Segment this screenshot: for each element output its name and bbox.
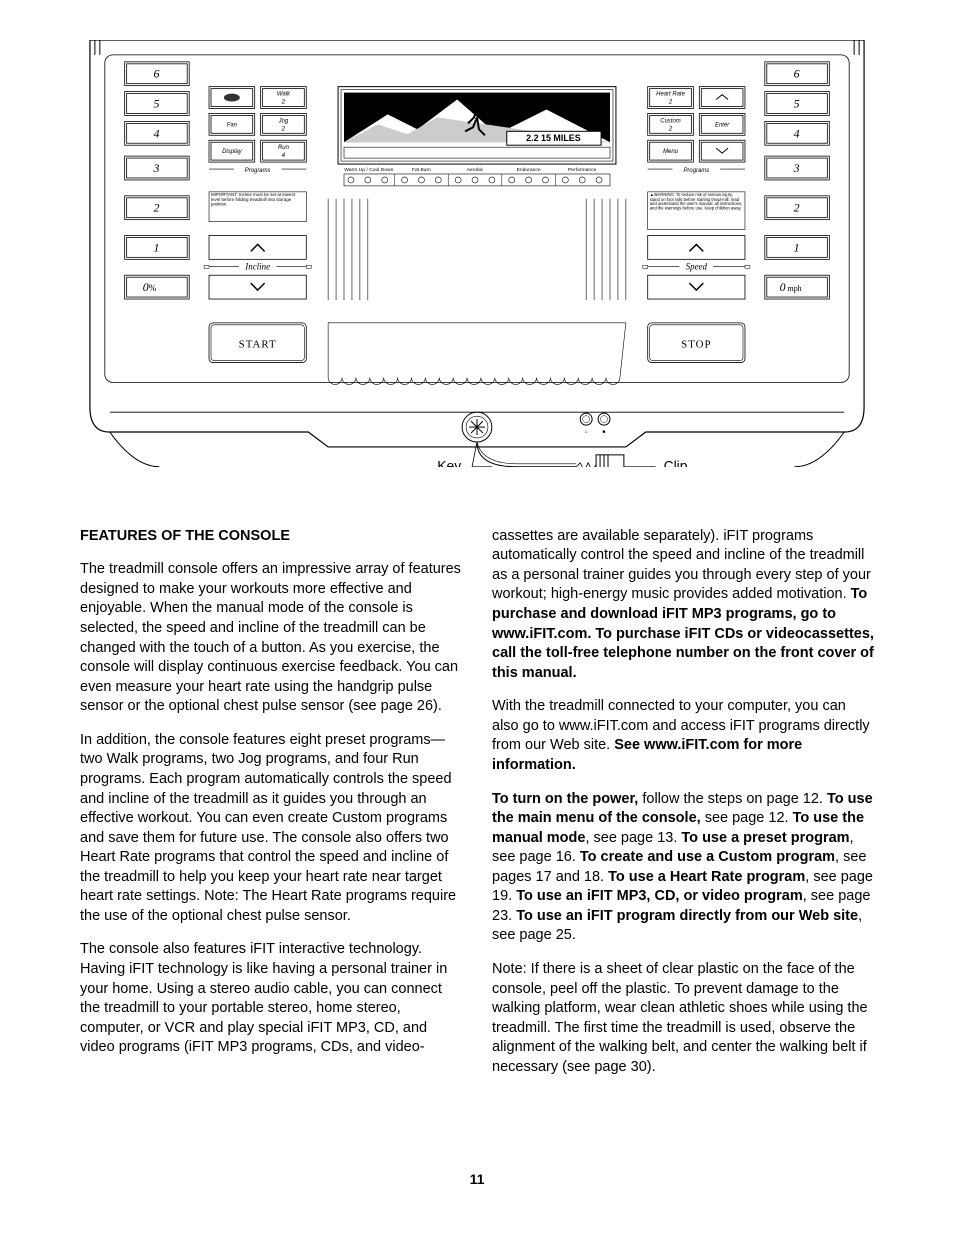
key-label: Key	[437, 458, 461, 467]
svg-text:⌂: ⌂	[585, 430, 588, 435]
para-6: To turn on the power, follow the steps o…	[492, 790, 874, 947]
body-text: FEATURES OF THE CONSOLE The treadmill co…	[80, 527, 874, 1092]
svg-text:1: 1	[153, 240, 159, 254]
svg-text:5: 5	[153, 96, 159, 110]
console-diagram: 6 5 4 3 2 1 0% 6 5 4 3 2 1 0 mph	[80, 40, 874, 467]
lcd-screen: 2.2 15 MILES Warm Up / Cool Down Fat Bur…	[338, 87, 616, 186]
svg-text:2: 2	[153, 201, 159, 215]
svg-text:Run: Run	[278, 145, 290, 151]
svg-text:Enter: Enter	[715, 122, 730, 128]
warning-box: ▲WARNING: To reduce risk of serious inju…	[648, 192, 745, 230]
svg-text:Custom: Custom	[660, 118, 681, 124]
right-column: cassettes are available separately). iFI…	[492, 527, 874, 1092]
svg-text:Performance: Performance	[568, 167, 597, 173]
svg-text:1: 1	[794, 240, 800, 254]
left-column: FEATURES OF THE CONSOLE The treadmill co…	[80, 527, 462, 1092]
svg-text:Warm Up / Cool Down: Warm Up / Cool Down	[344, 167, 393, 173]
svg-text:2.2 15 MILES: 2.2 15 MILES	[526, 133, 581, 143]
svg-text:6: 6	[794, 67, 800, 81]
svg-text:Fan: Fan	[227, 122, 238, 128]
svg-text:Incline: Incline	[244, 261, 270, 271]
svg-text:Jog: Jog	[278, 118, 289, 124]
para-7: Note: If there is a sheet of clear plast…	[492, 960, 874, 1077]
page-number: 11	[80, 1171, 874, 1187]
svg-text:2: 2	[668, 126, 673, 132]
svg-text:Menu: Menu	[663, 149, 679, 155]
important-box: IMPORTANT: Incline must be set at lowest…	[209, 192, 306, 222]
para-2: In addition, the console features eight …	[80, 731, 462, 927]
svg-text:3: 3	[152, 161, 159, 175]
svg-text:Programs: Programs	[245, 168, 271, 174]
svg-text:0%: 0%	[143, 280, 157, 294]
para-3: The console also features iFIT interacti…	[80, 940, 462, 1057]
svg-text:Speed: Speed	[686, 261, 708, 271]
svg-text:5: 5	[794, 96, 800, 110]
features-heading: FEATURES OF THE CONSOLE	[80, 527, 462, 547]
svg-text:2: 2	[281, 100, 286, 106]
console-svg: 6 5 4 3 2 1 0% 6 5 4 3 2 1 0 mph	[80, 40, 874, 467]
svg-text:STOP: STOP	[681, 339, 711, 351]
svg-text:2: 2	[794, 201, 800, 215]
svg-text:2: 2	[668, 100, 673, 106]
svg-text:Heart Rate: Heart Rate	[656, 92, 685, 98]
svg-text:Display: Display	[222, 149, 242, 155]
svg-text:3: 3	[793, 161, 800, 175]
para-1: The treadmill console offers an impressi…	[80, 560, 462, 717]
svg-text:Aerobic: Aerobic	[467, 167, 484, 173]
svg-text:Walk: Walk	[277, 92, 291, 98]
para-5: With the treadmill connected to your com…	[492, 697, 874, 775]
clip-label: Clip	[664, 458, 688, 467]
svg-text:START: START	[239, 339, 277, 351]
svg-text:Fat Burn: Fat Burn	[412, 167, 431, 173]
para-4: cassettes are available separately). iFI…	[492, 527, 874, 684]
svg-text:■: ■	[603, 430, 606, 435]
svg-text:Endurance: Endurance	[517, 167, 541, 173]
svg-text:6: 6	[153, 67, 159, 81]
svg-text:Programs: Programs	[683, 168, 709, 174]
svg-text:4: 4	[794, 126, 800, 140]
svg-text:2: 2	[281, 126, 286, 132]
svg-text:4: 4	[153, 126, 159, 140]
